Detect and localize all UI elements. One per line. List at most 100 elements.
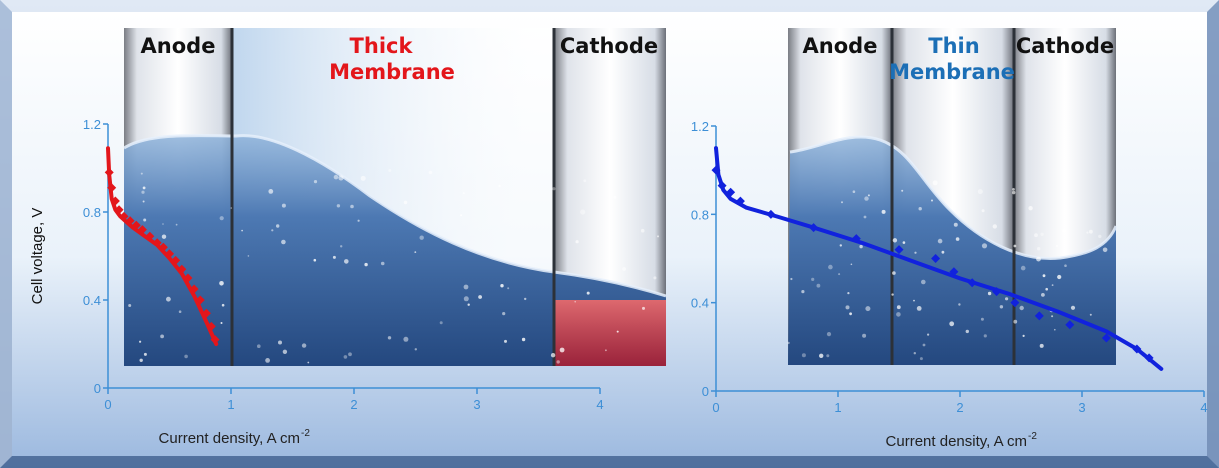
right-bubble	[892, 238, 898, 243]
left-bubble	[162, 223, 164, 225]
left-bubble	[128, 304, 132, 307]
left-data-point	[177, 264, 187, 274]
right-bubble	[1022, 334, 1025, 337]
left-x-tick-label: 3	[473, 397, 480, 412]
right-bubble	[841, 201, 843, 204]
right-data-point	[1144, 353, 1154, 363]
right-bubble	[931, 199, 933, 202]
left-bubble	[414, 348, 417, 351]
right-bubble	[941, 250, 945, 254]
left-data-point	[110, 196, 120, 206]
left-data-point	[145, 231, 155, 241]
right-bubble	[916, 306, 922, 311]
right-ticks: 0 1 2 3 4 0 0.4 0.8 1.2	[691, 119, 1208, 415]
right-data-point	[766, 209, 776, 219]
left-bubble	[439, 321, 443, 325]
right-bubble	[913, 299, 915, 302]
left-data-point	[131, 220, 141, 230]
right-bubble	[1005, 297, 1009, 301]
right-bubble	[1012, 188, 1015, 191]
frame-bevel-top	[0, 0, 1219, 12]
left-bubble	[357, 219, 360, 222]
right-bubble	[922, 343, 926, 347]
right-bubble	[862, 333, 867, 338]
left-bubble	[574, 300, 576, 303]
right-data-point	[735, 196, 745, 206]
right-bubble	[957, 210, 961, 214]
right-y-tick-label: 0.8	[691, 207, 709, 222]
left-bubble	[403, 336, 409, 342]
left-data-point	[158, 242, 168, 252]
right-bubble	[864, 196, 869, 201]
right-data-point	[717, 181, 727, 191]
left-bubble	[178, 310, 182, 314]
right-bubble	[1039, 343, 1044, 348]
left-bubble	[498, 184, 501, 188]
right-bubble	[902, 241, 906, 244]
right-bubble	[1020, 265, 1026, 271]
left-data-point	[210, 335, 220, 345]
left-bubble	[622, 267, 626, 271]
right-bubble	[787, 341, 790, 345]
left-bubble	[559, 347, 565, 353]
left-series	[104, 146, 220, 346]
left-bubble	[550, 353, 556, 358]
left-bubble	[552, 187, 556, 191]
left-data-point	[104, 167, 114, 177]
right-bubble	[816, 283, 821, 288]
left-x-tick-label: 4	[596, 397, 603, 412]
left-bubble	[268, 189, 274, 194]
right-bubble	[896, 305, 901, 310]
right-bubble	[949, 321, 955, 327]
right-bubble	[839, 244, 842, 247]
right-x-axis-title-exponent: -2	[1028, 431, 1037, 442]
left-bubble	[613, 195, 617, 199]
right-fit-curve	[714, 146, 1164, 371]
left-bubble	[403, 200, 408, 205]
left-bubble	[313, 258, 317, 262]
left-bubble	[387, 336, 392, 340]
left-data-point	[201, 308, 211, 318]
right-bubble	[801, 353, 806, 358]
right-bubble	[1045, 287, 1048, 291]
left-bubble	[139, 358, 143, 362]
right-bubble	[863, 215, 867, 219]
right-bubble	[918, 207, 922, 211]
right-data-point	[894, 245, 904, 255]
right-data-point	[726, 187, 736, 197]
left-y-tick-label: 0.8	[83, 205, 101, 220]
left-bubble	[141, 190, 145, 194]
right-bubble	[901, 189, 904, 192]
right-data-point	[1101, 333, 1111, 343]
left-bubble	[175, 223, 178, 226]
right-bubble	[914, 251, 917, 254]
right-bubble	[1070, 305, 1076, 310]
left-bubble	[344, 259, 349, 264]
right-bubble	[1041, 293, 1045, 297]
right-bubble	[913, 352, 916, 355]
right-bubble	[790, 277, 793, 281]
left-data-point	[171, 255, 181, 265]
left-x-axis-title-exponent: -2	[301, 428, 310, 439]
left-data-point	[137, 225, 147, 235]
left-bubble	[502, 312, 506, 316]
left-x-tick-label: 2	[350, 397, 357, 412]
left-bubble	[583, 179, 587, 183]
right-bubble	[819, 353, 824, 358]
right-bubble	[1089, 313, 1092, 316]
left-bubble	[332, 255, 336, 259]
left-bubble	[160, 334, 165, 339]
left-bubble	[360, 175, 366, 181]
right-bubble	[1034, 233, 1038, 238]
left-bubble	[640, 228, 645, 233]
right-x-tick-label: 3	[1078, 400, 1085, 415]
right-data-point	[931, 254, 941, 263]
left-bubble	[521, 337, 526, 342]
right-data-point	[809, 223, 819, 233]
right-bubble	[896, 312, 901, 317]
left-x-tick-label: 1	[227, 397, 234, 412]
left-bubble	[388, 169, 392, 172]
right-bubble	[859, 244, 863, 249]
right-bubble	[980, 317, 984, 321]
